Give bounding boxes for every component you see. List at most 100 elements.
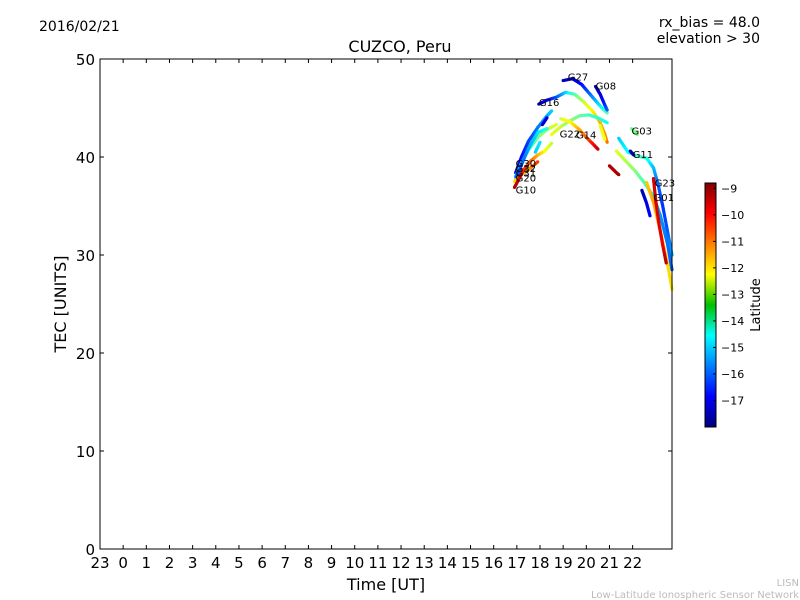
y-tick-label: 30: [76, 247, 95, 265]
footer-line1: LISN: [777, 578, 799, 589]
data-point: [605, 121, 609, 125]
x-tick-label: 22: [623, 554, 642, 572]
data-point: [554, 123, 558, 127]
series-g10: [512, 141, 554, 189]
data-point: [545, 126, 549, 131]
axis-ticks: 23 0 1 2 3 4 5 6 7 8 9 10 11 12 13 14 15 16 17 18 19 20 21 2201…: [76, 51, 672, 572]
x-tick-label: 20: [577, 554, 596, 572]
x-tick-label: 1: [142, 554, 152, 572]
footer-line2: Low-Latitude Ionospheric Sensor Network: [591, 590, 799, 600]
data-point: [549, 141, 554, 145]
series-g03: [629, 126, 639, 137]
y-axis-label: TEC [UNITS]: [51, 256, 70, 354]
plot-frame: [99, 58, 673, 550]
data-point: [605, 140, 609, 144]
satellite-label: G30: [516, 159, 536, 170]
x-tick-label: 6: [257, 554, 267, 572]
elevation-label: elevation > 30: [657, 31, 760, 47]
y-tick-label: 50: [76, 51, 95, 69]
y-tick-label: 40: [76, 149, 95, 167]
data-point: [538, 140, 542, 144]
x-axis-label: Time [UT]: [346, 575, 425, 594]
rx-bias-label: rx_bias = 48.0: [659, 15, 760, 31]
satellite-label: G14: [576, 130, 596, 141]
x-tick-label: 4: [211, 554, 221, 572]
x-tick-label: 3: [188, 554, 198, 572]
series-unlabeled: [607, 164, 621, 177]
satellite-label: G01: [653, 193, 673, 204]
satellite-label: G22: [560, 129, 580, 140]
data-point: [617, 173, 621, 177]
colorbar-tick-label: −11: [721, 235, 744, 248]
satellite-label: G03: [631, 127, 651, 138]
data-point: [605, 108, 609, 112]
satellite-label: G10: [516, 185, 536, 196]
satellite-label: G31: [516, 169, 536, 180]
x-tick-label: 21: [600, 554, 619, 572]
satellite-label: G27: [568, 73, 588, 84]
x-tick-label: 12: [392, 554, 411, 572]
series-g31: [514, 126, 549, 183]
series-g27: [561, 77, 609, 115]
data-point: [549, 109, 554, 113]
colorbar-tick-label: −13: [721, 288, 744, 301]
data-point: [635, 132, 639, 137]
x-tick-label: 13: [415, 554, 434, 572]
series-unlabeled: [640, 188, 652, 218]
satellite-label: G32: [516, 164, 536, 175]
satellite-label: G16: [539, 98, 559, 109]
series-unlabeled: [628, 149, 636, 157]
data-point: [605, 111, 609, 115]
y-tick-label: 20: [76, 345, 95, 363]
colorbar-label: Latitude: [749, 278, 764, 332]
x-tick-label: 10: [345, 554, 364, 572]
data-point: [648, 214, 652, 218]
chart-title: CUZCO, Peru: [348, 37, 451, 56]
series-g11: [617, 136, 674, 257]
colorbar-tick-label: −15: [721, 341, 744, 354]
data-point: [545, 116, 549, 120]
satellite-label: G23: [655, 178, 675, 189]
x-tick-label: 11: [368, 554, 387, 572]
series-unlabeled: [540, 116, 549, 127]
colorbar: [704, 182, 717, 428]
series-unlabeled: [598, 124, 607, 141]
series-g14: [559, 117, 600, 151]
series-layer: [512, 77, 674, 291]
satellite-label: G11: [633, 150, 653, 161]
data-point: [596, 147, 600, 151]
series-g08: [593, 84, 609, 112]
date-label: 2016/02/21: [39, 19, 120, 35]
series-unlabeled: [533, 140, 542, 154]
colorbar-tick-label: −16: [721, 368, 744, 381]
colorbar-tick-label: −12: [721, 262, 744, 275]
series-g30: [514, 109, 554, 175]
x-tick-label: 0: [118, 554, 128, 572]
y-tick-label: 10: [76, 443, 95, 461]
x-tick-label: 7: [280, 554, 290, 572]
x-tick-label: 8: [304, 554, 314, 572]
colorbar-tick-label: −10: [721, 209, 744, 222]
colorbar-tick-label: −17: [721, 394, 744, 407]
data-point: [664, 261, 668, 265]
x-tick-label: 14: [438, 554, 457, 572]
colorbar-tick-label: −14: [721, 315, 744, 328]
x-tick-label: 23: [90, 554, 109, 572]
data-point: [536, 160, 540, 164]
colorbar-ticks: −17 −16 −15 −14 −13 −12 −11 −10 −9: [713, 182, 744, 407]
x-tick-label: 17: [507, 554, 526, 572]
series-unlabeled: [651, 176, 668, 265]
satellite-label: G08: [596, 81, 616, 92]
x-tick-label: 5: [234, 554, 244, 572]
colorbar-tick-label: −9: [721, 182, 737, 195]
satellite-label: G20: [516, 174, 536, 185]
x-tick-label: 18: [530, 554, 549, 572]
data-point: [632, 153, 636, 157]
x-tick-label: 19: [554, 554, 573, 572]
y-tick-label: 0: [85, 541, 95, 559]
series-g23: [614, 149, 674, 272]
x-tick-label: 2: [165, 554, 175, 572]
x-tick-label: 9: [327, 554, 337, 572]
